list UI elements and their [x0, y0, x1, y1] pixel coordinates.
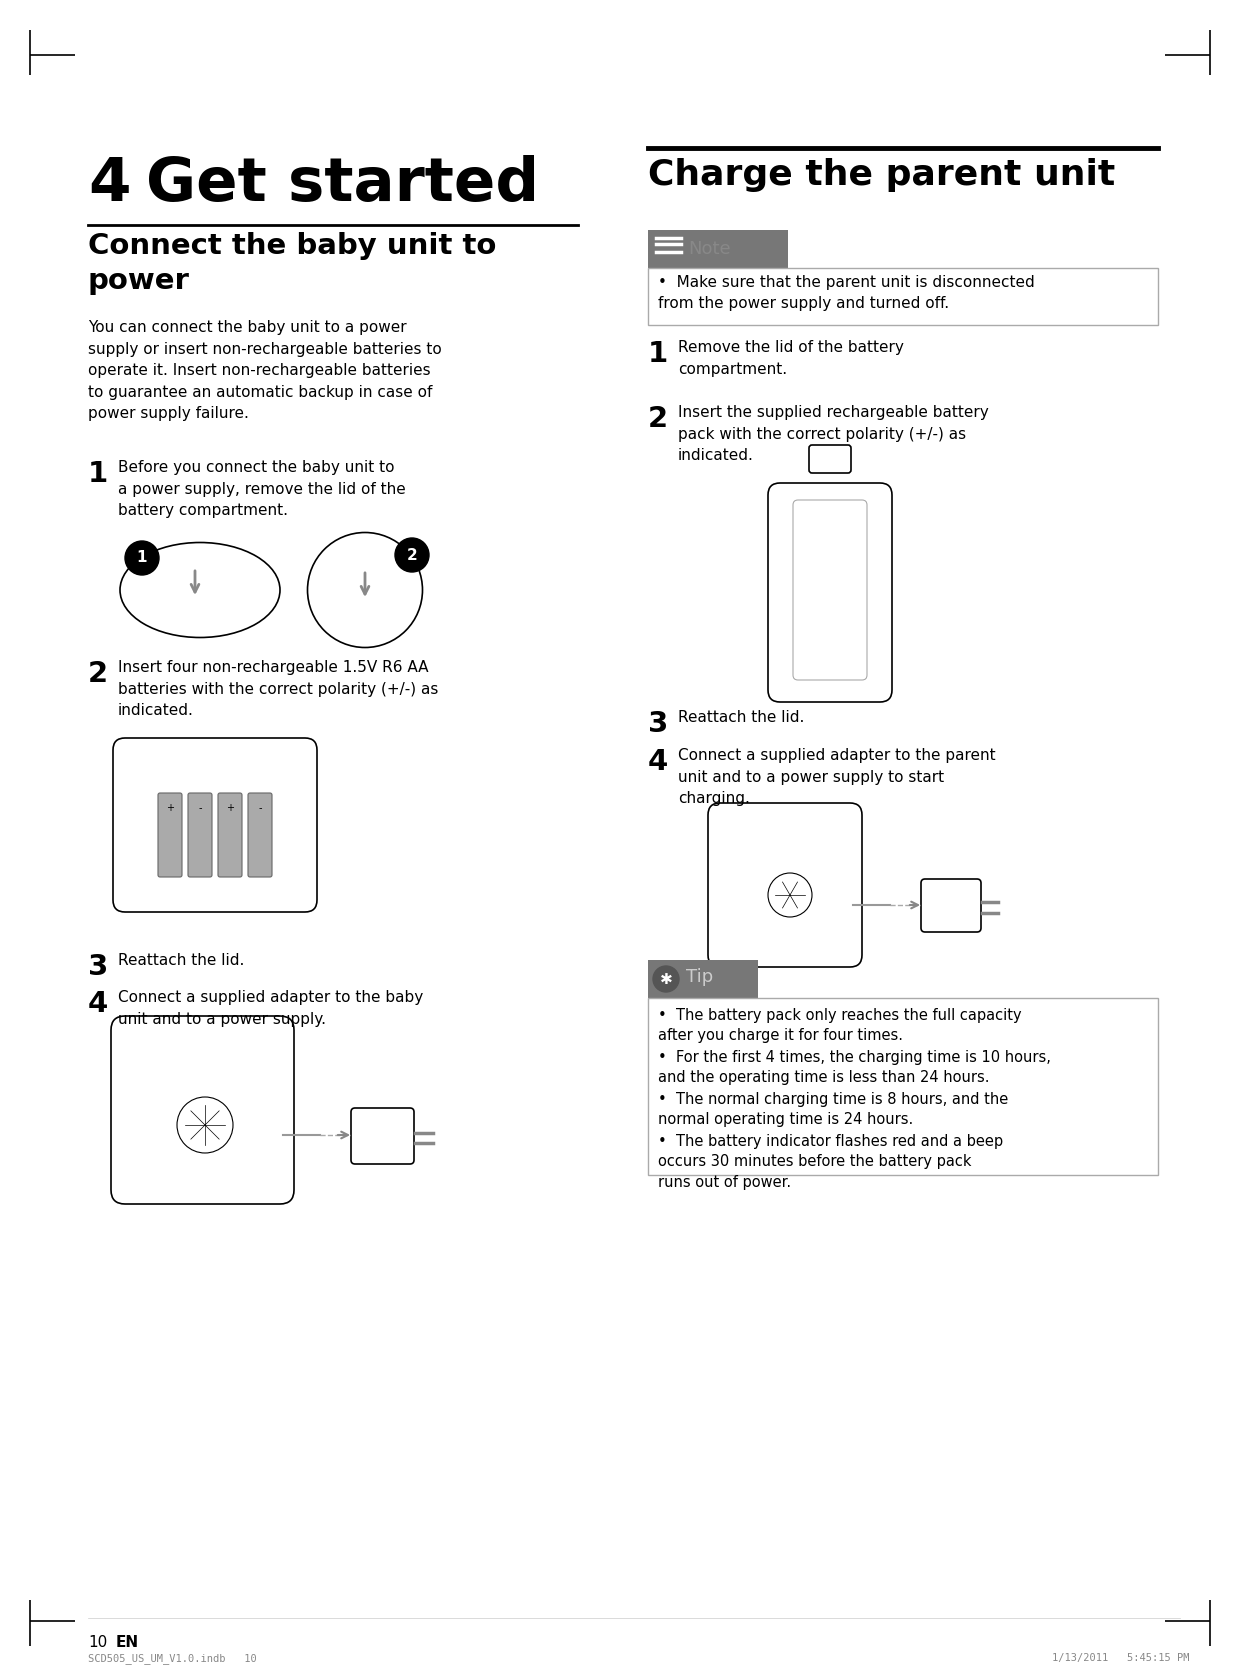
Text: SCD505_US_UM_V1.0.indb   10: SCD505_US_UM_V1.0.indb 10 [88, 1653, 257, 1664]
Text: Remove the lid of the battery
compartment.: Remove the lid of the battery compartmen… [678, 340, 904, 377]
Text: Reattach the lid.: Reattach the lid. [118, 954, 244, 969]
Text: •  The battery indicator flashes red and a beep
occurs 30 minutes before the bat: • The battery indicator flashes red and … [658, 1135, 1003, 1190]
Text: Note: Note [688, 240, 730, 258]
Circle shape [396, 538, 429, 572]
Text: 2: 2 [407, 548, 418, 563]
Text: Connect a supplied adapter to the baby
unit and to a power supply.: Connect a supplied adapter to the baby u… [118, 991, 423, 1027]
Text: 3: 3 [88, 954, 108, 980]
Text: •  For the first 4 times, the charging time is 10 hours,
and the operating time : • For the first 4 times, the charging ti… [658, 1049, 1050, 1086]
Text: 3: 3 [649, 711, 668, 737]
Text: •  The battery pack only reaches the full capacity
after you charge it for four : • The battery pack only reaches the full… [658, 1007, 1022, 1044]
FancyBboxPatch shape [157, 793, 182, 877]
Bar [649, 997, 1158, 1175]
Text: Insert four non-rechargeable 1.5V R6 AA
batteries with the correct polarity (+/-: Insert four non-rechargeable 1.5V R6 AA … [118, 660, 439, 719]
Circle shape [653, 965, 680, 992]
Text: 1: 1 [136, 550, 148, 565]
Text: Insert the supplied rechargeable battery
pack with the correct polarity (+/-) as: Insert the supplied rechargeable battery… [678, 406, 988, 463]
Text: -: - [198, 803, 202, 813]
Text: Connect a supplied adapter to the parent
unit and to a power supply to start
cha: Connect a supplied adapter to the parent… [678, 747, 996, 806]
Text: -: - [258, 803, 262, 813]
Text: •  Make sure that the parent unit is disconnected
from the power supply and turn: • Make sure that the parent unit is disc… [658, 275, 1034, 312]
Text: 1: 1 [88, 459, 108, 488]
Text: 1/13/2011   5:45:15 PM: 1/13/2011 5:45:15 PM [1053, 1653, 1190, 1663]
Text: EN: EN [117, 1636, 139, 1649]
Text: 1: 1 [649, 340, 668, 369]
Text: 2: 2 [649, 406, 668, 432]
Text: •  The normal charging time is 8 hours, and the
normal operating time is 24 hour: • The normal charging time is 8 hours, a… [658, 1093, 1008, 1128]
FancyBboxPatch shape [188, 793, 212, 877]
Text: Get started: Get started [146, 154, 539, 215]
Text: Reattach the lid.: Reattach the lid. [678, 711, 805, 726]
Text: 4: 4 [88, 154, 130, 215]
Bar [649, 268, 1158, 325]
Text: ✱: ✱ [660, 972, 672, 987]
Text: +: + [226, 803, 234, 813]
Circle shape [125, 541, 159, 575]
FancyBboxPatch shape [218, 793, 242, 877]
Text: Charge the parent unit: Charge the parent unit [649, 158, 1115, 193]
Text: 10: 10 [88, 1636, 107, 1649]
Text: Before you connect the baby unit to
a power supply, remove the lid of the
batter: Before you connect the baby unit to a po… [118, 459, 405, 518]
Text: Tip: Tip [686, 969, 713, 985]
FancyBboxPatch shape [248, 793, 272, 877]
Bar [649, 960, 758, 997]
Text: Connect the baby unit to
power: Connect the baby unit to power [88, 231, 496, 295]
Text: 4: 4 [649, 747, 668, 776]
Text: +: + [166, 803, 174, 813]
Bar [649, 230, 787, 268]
Text: 2: 2 [88, 660, 108, 689]
Text: You can connect the baby unit to a power
supply or insert non-rechargeable batte: You can connect the baby unit to a power… [88, 320, 441, 421]
Text: 4: 4 [88, 991, 108, 1017]
